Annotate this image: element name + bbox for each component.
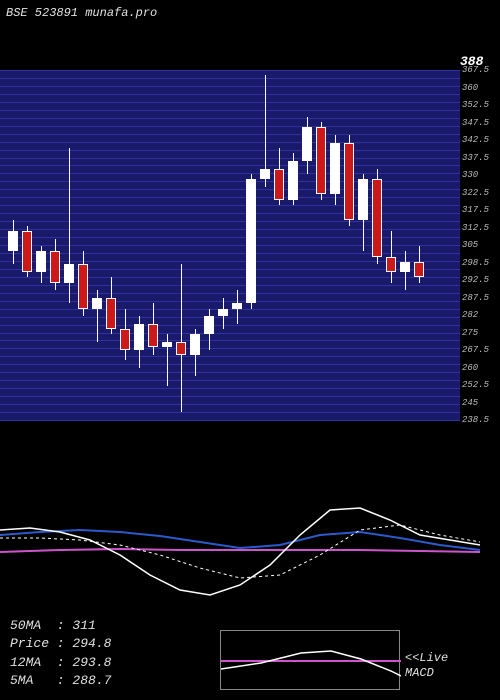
y-axis-tick: 347.5 [462,119,489,128]
y-axis-tick: 298.5 [462,259,489,268]
candlestick-chart [0,70,460,420]
y-axis-tick: 252.5 [462,381,489,390]
y-axis-labels: 367.5360352.5347.5342.5337.5330322.5317.… [462,70,500,420]
info-row: 50MA : 311 [10,617,111,635]
y-axis-tick: 322.5 [462,189,489,198]
y-axis-tick: 337.5 [462,154,489,163]
y-axis-tick: 275 [462,329,478,338]
inset-svg [221,631,401,691]
y-axis-tick: 282 [462,311,478,320]
y-axis-tick: 360 [462,84,478,93]
y-axis-tick: 267.5 [462,346,489,355]
y-axis-tick: 330 [462,171,478,180]
y-axis-tick: 367.5 [462,66,489,75]
info-row: Price : 294.8 [10,635,111,653]
live-macd-label: <<Live MACD [405,651,448,680]
y-axis-tick: 238.5 [462,416,489,425]
info-box: 50MA : 311Price : 294.812MA : 293.85MA :… [10,617,111,690]
inset-chart [220,630,400,690]
chart-title: BSE 523891 munafa.pro [6,6,157,20]
y-axis-tick: 317.5 [462,206,489,215]
y-axis-tick: 342.5 [462,136,489,145]
macd-chart [0,480,500,630]
chart-candles [0,70,460,420]
y-axis-tick: 245 [462,399,478,408]
y-axis-tick: 352.5 [462,101,489,110]
macd-svg [0,480,500,630]
live-label-line1: <<Live [405,651,448,665]
info-row: 5MA : 288.7 [10,672,111,690]
y-axis-tick: 312.5 [462,224,489,233]
y-axis-tick: 260 [462,364,478,373]
live-label-line2: MACD [405,666,434,680]
y-axis-tick: 292.5 [462,276,489,285]
info-row: 12MA : 293.8 [10,654,111,672]
y-axis-tick: 305 [462,241,478,250]
y-axis-tick: 287.5 [462,294,489,303]
